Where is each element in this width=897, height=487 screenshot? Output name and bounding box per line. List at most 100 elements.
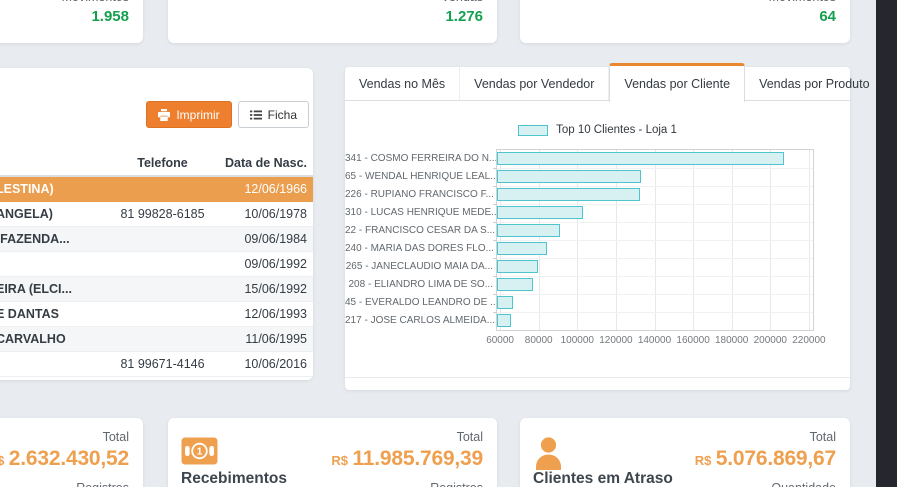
chart-category-label: 265 - JANECLAUDIO MAIA DA... — [345, 261, 493, 272]
gridline — [497, 168, 813, 169]
stat-value: 1.958 — [91, 8, 129, 25]
kpi-value: 2.632.430,52 — [8, 447, 129, 470]
chart-bar — [497, 152, 784, 165]
gridline — [497, 222, 813, 223]
table-row[interactable]: 09/06/1992 — [0, 252, 313, 277]
kpi-value: 11.985.769,39 — [352, 447, 483, 470]
money-bill-icon: 1 — [181, 437, 218, 470]
gridline — [497, 312, 813, 313]
kpi-stat2-label: Registros — [331, 481, 483, 487]
x-tick-label: 220000 — [792, 335, 826, 346]
cell-telefone: 81 99671-4146 — [120, 357, 205, 371]
kpi-stat-label: Total — [102, 430, 129, 444]
list-icon — [249, 110, 262, 119]
currency-symbol: R$ — [0, 453, 5, 468]
sidebar-edge-strip — [876, 0, 897, 487]
chart-category-axis: 341 - COSMO FERREIRA DO N... 65 - WENDAL … — [345, 150, 500, 330]
stat-value: 64 — [819, 8, 836, 25]
chart-category-label: 240 - MARIA DAS DORES FLO... — [345, 243, 494, 254]
chart-category-label: 310 - LUCAS HENRIQUE MEDE... — [345, 207, 500, 218]
chart-category-label: 22 - FRANCISCO CESAR DA S... — [345, 225, 496, 236]
axis-tick — [493, 240, 497, 241]
x-tick-label: 200000 — [753, 335, 787, 346]
imprimir-button[interactable]: Imprimir — [146, 101, 232, 128]
kpi-card-clientes-atraso: Clientes em Atraso Total R$ 5.076.869,67… — [520, 418, 850, 487]
tab-vendas-por-cliente[interactable]: Vendas por Cliente — [609, 63, 746, 102]
table-toolbar: Imprimir Ficha — [146, 101, 309, 128]
gridline — [497, 294, 813, 295]
chart-plot-area — [493, 149, 814, 331]
sales-chart-panel: Vendas no Mês Vendas por Vendedor Vendas p… — [345, 63, 885, 390]
table-row[interactable]: CARVALHO 11/06/1995 — [0, 327, 313, 352]
chart-bar — [497, 242, 548, 255]
kpi-value: 5.076.869,67 — [715, 447, 836, 470]
kpi-stat2-label: Quantidade — [695, 481, 836, 487]
col-header-data-nasc: Data de Nasc. — [225, 156, 307, 170]
cell-data-nasc: 09/06/1984 — [244, 232, 307, 246]
table-body: LESTINA) 12/06/1966 ANGELA) 81 99828-6185 10… — [0, 177, 313, 377]
axis-tick — [493, 294, 497, 295]
x-tick-label: 80000 — [524, 335, 553, 346]
tab-vendas-no-mês[interactable]: Vendas no Mês — [345, 67, 461, 100]
table-header-row: Telefone Data de Nasc. — [0, 152, 313, 177]
kpi-stat2-label: Registros — [0, 481, 129, 487]
table-row[interactable]: 81 99671-4146 10/06/2016 — [0, 352, 313, 377]
tab-vendas-por-vendedor[interactable]: Vendas por Vendedor — [460, 67, 610, 100]
chart-bar — [497, 278, 533, 291]
chart-category-label: 65 - WENDAL HENRIQUE LEAL... — [345, 171, 499, 182]
birthdays-panel: Imprimir Ficha Telefone Data de Nasc. LE… — [0, 68, 313, 380]
cell-data-nasc: 15/06/1992 — [244, 282, 307, 296]
currency-symbol: R$ — [331, 453, 348, 468]
table-row[interactable]: ANGELA) 81 99828-6185 10/06/1978 — [0, 202, 313, 227]
cell-name: EIRA (ELCI... — [0, 282, 72, 296]
cell-data-nasc: 11/06/1995 — [245, 332, 307, 346]
imprimir-label: Imprimir — [176, 107, 220, 122]
cell-data-nasc: 12/06/1966 — [244, 182, 307, 196]
kpi-stat-label: Total — [809, 430, 836, 444]
table-row[interactable]: (FAZENDA... 09/06/1984 — [0, 227, 313, 252]
stat-label: Movimentos — [769, 0, 836, 5]
cell-name: E DANTAS — [0, 307, 59, 321]
kpi-stat-label: Total — [456, 430, 483, 444]
cell-telefone: 81 99828-6185 — [120, 207, 205, 221]
chart-legend: Top 10 Clientes - Loja 1 — [345, 124, 850, 136]
user-icon — [533, 437, 564, 475]
table-row[interactable]: EIRA (ELCI... 15/06/1992 — [0, 277, 313, 302]
cell-data-nasc: 10/06/2016 — [244, 357, 307, 371]
currency-symbol: R$ — [694, 453, 712, 468]
tab-vendas-por-produto[interactable]: Vendas por Produto — [745, 67, 885, 100]
x-tick-label: 180000 — [715, 335, 749, 346]
cell-data-nasc: 09/06/1992 — [244, 257, 307, 271]
axis-tick — [493, 186, 497, 187]
x-tick-label: 140000 — [637, 335, 672, 346]
stat-value: 1.276 — [445, 8, 483, 25]
axis-tick — [493, 258, 497, 259]
legend-swatch — [518, 124, 549, 136]
x-tick-label: 100000 — [560, 335, 594, 346]
stat-label: Movimentos — [62, 0, 129, 5]
printer-icon — [158, 108, 171, 121]
chart-bar — [497, 224, 560, 237]
chart-bar — [497, 296, 513, 309]
stat-card-movimentos-1: Movimentos 1.958 — [0, 0, 143, 43]
chart-bar — [497, 260, 538, 273]
kpi-card-total-1: Total R$ 2.632.430,52 Registros — [0, 418, 143, 487]
gridline — [497, 276, 813, 277]
ficha-button[interactable]: Ficha — [237, 101, 309, 128]
axis-tick — [493, 276, 497, 277]
chart-bar — [497, 206, 584, 219]
cell-name: LESTINA) — [0, 182, 54, 196]
chart-tabs: Vendas no Mês Vendas por Vendedor Vendas p… — [345, 63, 885, 102]
gridline — [497, 258, 813, 259]
axis-tick — [493, 204, 497, 205]
cell-data-nasc: 10/06/1978 — [244, 207, 307, 221]
chart-category-label: 217 - JOSE CARLOS ALMEIDA... — [345, 315, 496, 326]
table-row[interactable]: LESTINA) 12/06/1966 — [0, 177, 313, 202]
gridline — [497, 204, 813, 205]
axis-tick — [493, 312, 497, 313]
x-tick-label: 60000 — [486, 335, 514, 346]
table-row[interactable]: E DANTAS 12/06/1993 — [0, 302, 313, 327]
col-header-telefone: Telefone — [137, 156, 188, 170]
cell-name: ANGELA) — [0, 207, 53, 221]
